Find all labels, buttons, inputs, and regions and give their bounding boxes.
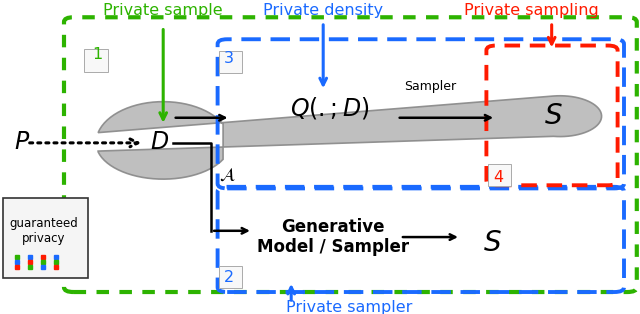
- Text: 3: 3: [224, 51, 234, 66]
- Text: 1: 1: [92, 47, 102, 62]
- FancyBboxPatch shape: [219, 51, 242, 73]
- Text: 2: 2: [224, 270, 234, 285]
- Text: guaranteed
privacy: guaranteed privacy: [9, 217, 78, 245]
- Text: $S$: $S$: [483, 230, 502, 257]
- FancyBboxPatch shape: [219, 266, 242, 288]
- FancyBboxPatch shape: [84, 49, 108, 72]
- Polygon shape: [98, 96, 602, 179]
- FancyBboxPatch shape: [488, 164, 511, 186]
- FancyBboxPatch shape: [3, 198, 88, 278]
- Text: $\mathcal{A}$: $\mathcal{A}$: [219, 165, 236, 183]
- Text: 4: 4: [493, 170, 503, 185]
- Text: Private sampler: Private sampler: [285, 300, 412, 314]
- Text: $P$: $P$: [14, 131, 30, 154]
- Text: $D$: $D$: [150, 131, 170, 154]
- Text: Private density: Private density: [263, 3, 383, 19]
- Text: Private sampling: Private sampling: [464, 3, 598, 19]
- Text: $S$: $S$: [544, 103, 563, 130]
- Text: Sampler: Sampler: [404, 80, 456, 93]
- Text: Private sample: Private sample: [104, 3, 223, 19]
- Text: $Q(.;D)$: $Q(.;D)$: [290, 95, 369, 121]
- Text: Generative
Model / Sampler: Generative Model / Sampler: [257, 218, 409, 257]
